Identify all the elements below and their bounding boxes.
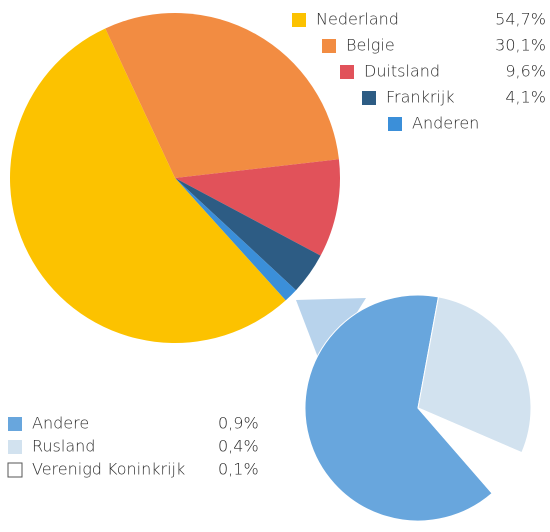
legend-label: Belgie (346, 36, 395, 55)
pie-slice (175, 178, 296, 301)
legend-swatch (292, 13, 306, 27)
pie-slice (9, 28, 286, 343)
pie-slice (304, 294, 493, 522)
pie-slice (105, 13, 339, 179)
legend-swatch (388, 117, 402, 131)
legend-swatch (340, 65, 354, 79)
legend-swatch (7, 462, 23, 478)
legend-label: Verenigd Koninkrijk (32, 460, 185, 479)
pie-slice (175, 178, 321, 291)
legend-label: Anderen (412, 114, 479, 133)
connector (296, 298, 366, 368)
legend-label: Duitsland (364, 62, 440, 81)
value-label: 0,4% (218, 437, 259, 456)
value-label: 0,9% (218, 414, 259, 433)
legend-swatch (8, 417, 22, 431)
value-label: 54,7% (495, 10, 546, 29)
legend-label: Rusland (32, 437, 95, 456)
legend-swatch (8, 440, 22, 454)
value-label: 9,6% (505, 62, 546, 81)
value-label: 30,1% (495, 36, 546, 55)
pie-slice (417, 296, 532, 454)
legend-label: Frankrijk (386, 88, 455, 107)
pie-slice (417, 407, 523, 494)
legend-swatch (362, 91, 376, 105)
pie-slice (175, 159, 340, 256)
value-label: 4,1% (505, 88, 546, 107)
legend-swatch (322, 39, 336, 53)
legend-label: Andere (32, 414, 89, 433)
legend-label: Nederland (316, 10, 399, 29)
value-label: 0,1% (218, 460, 259, 479)
